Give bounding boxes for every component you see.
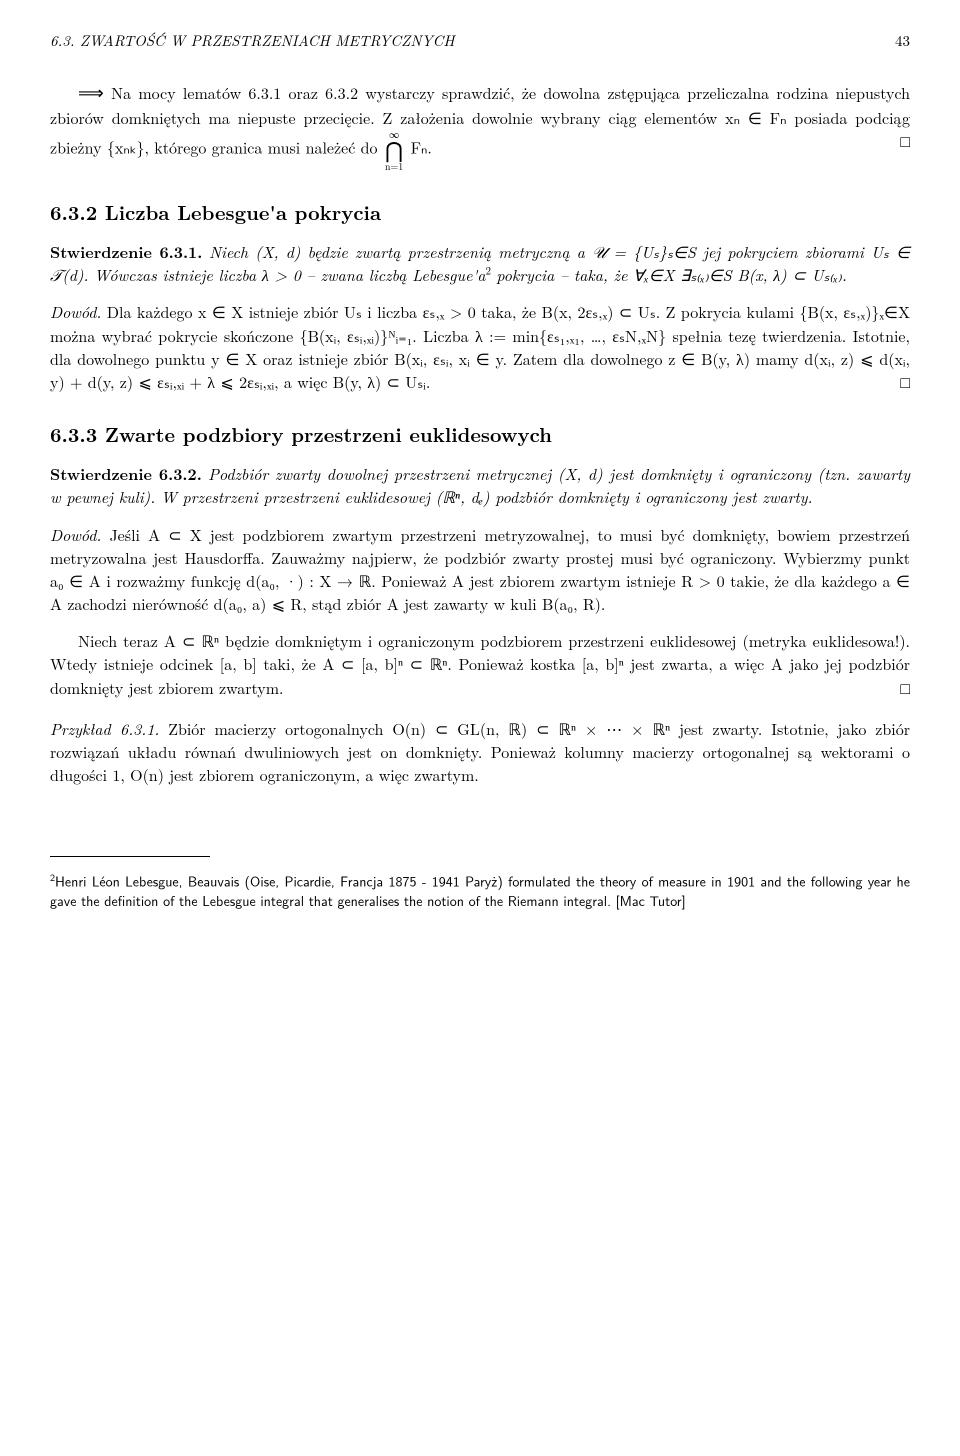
example-6-3-1: Przykład 6.3.1. Zbiór macierzy ortogonal… <box>50 717 910 787</box>
stw-6-3-1-body-b: pokrycia – taka, że ∀ₓ∈X ∃ₛ₍ₓ₎∈S B(x, λ)… <box>496 263 846 286</box>
intersection-symbol: ∞ ⋂ n=1 <box>385 129 403 171</box>
footnote-separator <box>50 856 210 857</box>
proof-2-p2: Niech teraz A ⊂ ℝⁿ będzie domkniętym i o… <box>50 629 910 699</box>
proof-2-text-b: Niech teraz A ⊂ ℝⁿ będzie domkniętym i o… <box>50 629 910 698</box>
statement-6-3-2: Stwierdzenie 6.3.2. Podzbiór zwarty dowo… <box>50 462 910 508</box>
proof-1-text: Dla każdego x ∈ X istnieje zbiór Uₛ i li… <box>50 300 910 393</box>
example-label: Przykład 6.3.1. <box>50 717 159 740</box>
proof-2-text-a: Jeśli A ⊂ X jest podzbiorem zwartym prze… <box>50 523 910 616</box>
section-6-3-2-title: 6.3.2 Liczba Lebesgue'a pokrycia <box>50 197 910 226</box>
header-page-number: 43 <box>895 30 910 52</box>
footnote-ref-2: 2 <box>486 264 492 279</box>
p1-text: Na mocy lematów 6.3.1 oraz 6.3.2 wystarc… <box>50 81 910 159</box>
proof-1: Dowód. Dla każdego x ∈ X istnieje zbiór … <box>50 300 910 393</box>
footnote-text: Henri Léon Lebesgue, Beauvais (Oise, Pic… <box>50 872 910 911</box>
qed-box-2: □ <box>900 370 910 393</box>
example-body: Zbiór macierzy ortogonalnych O(n) ⊂ GL(n… <box>50 717 910 786</box>
statement-6-3-1: Stwierdzenie 6.3.1. Niech (X, d) będzie … <box>50 240 910 286</box>
intersect-bot: n=1 <box>385 161 403 171</box>
stw-6-3-2-label: Stwierdzenie 6.3.2. <box>50 462 202 485</box>
qed-box-3: □ <box>872 676 910 699</box>
section-6-3-3-title: 6.3.3 Zwarte podzbiory przestrzeni eukli… <box>50 419 910 448</box>
proof-2-p1: Dowód. Jeśli A ⊂ X jest podzbiorem zwart… <box>50 523 910 616</box>
header-section: 6.3. ZWARTOŚĆ W PRZESTRZENIACH METRYCZNY… <box>50 30 455 52</box>
p1-end: Fₙ. <box>411 135 432 158</box>
proof-label-1: Dowód. <box>50 300 101 323</box>
proof-label-2: Dowód. <box>50 523 101 546</box>
qed-box-1: □ <box>900 129 910 152</box>
footnote-2: 2Henri Léon Lebesgue, Beauvais (Oise, Pi… <box>50 871 910 910</box>
stw-6-3-1-label: Stwierdzenie 6.3.1. <box>50 240 202 263</box>
implies-symbol: ⟹ <box>78 80 104 106</box>
intersect-mid: ⋂ <box>385 139 403 161</box>
lemma-paragraph: ⟹ Na mocy lematów 6.3.1 oraz 6.3.2 wysta… <box>50 80 910 171</box>
running-header: 6.3. ZWARTOŚĆ W PRZESTRZENIACH METRYCZNY… <box>50 30 910 52</box>
